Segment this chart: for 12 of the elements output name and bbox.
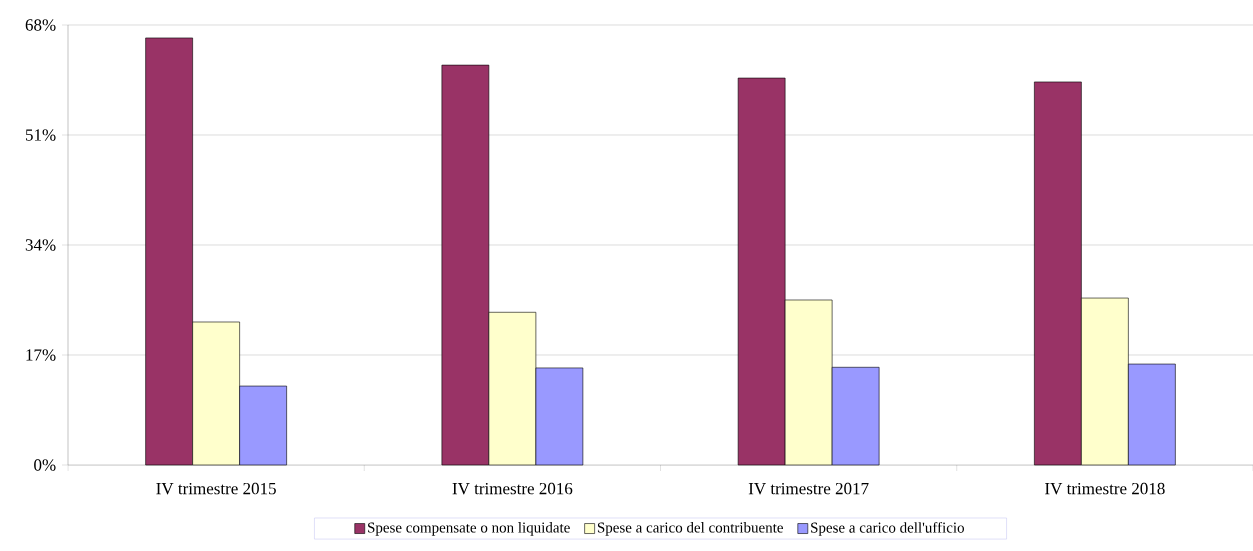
y-tick-label: 0% (34, 459, 56, 471)
y-tick-label: 68% (25, 19, 56, 31)
x-tick-label: IV trimestre 2017 (748, 482, 869, 495)
x-tick-label: IV trimestre 2018 (1045, 482, 1165, 495)
y-tick-label: 51% (25, 129, 56, 141)
y-tick-label: 34% (25, 239, 56, 251)
legend-label: Spese compensate o non liquidate (368, 522, 570, 536)
legend-label: Spese a carico dell'ufficio (811, 521, 965, 536)
y-tick-label: 17% (26, 349, 56, 361)
x-tick-label: IV trimestre 2016 (452, 482, 573, 495)
legend-label: Spese a carico del contribuente (597, 522, 783, 536)
x-tick-label: IV trimestre 2015 (156, 482, 276, 495)
